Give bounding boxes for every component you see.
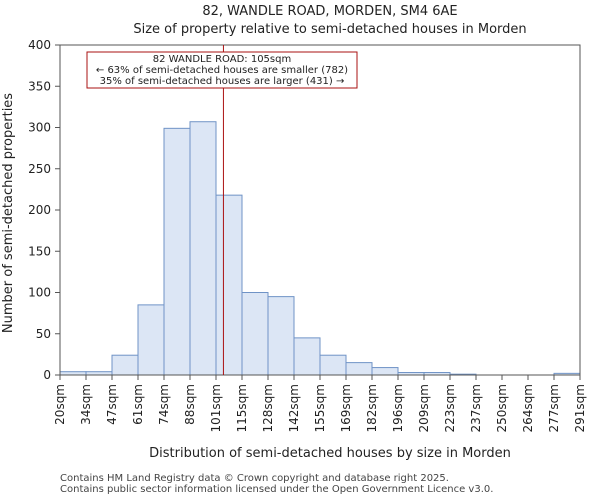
x-tick-label: 115sqm bbox=[235, 384, 249, 432]
histogram-bar bbox=[319, 354, 347, 376]
x-tick-label: 277sqm bbox=[547, 384, 561, 432]
x-tick-label: 169sqm bbox=[339, 384, 353, 432]
histogram-bar bbox=[163, 127, 191, 376]
y-tick-label: 100 bbox=[28, 286, 51, 300]
histogram-bar bbox=[137, 304, 165, 376]
x-tick-label: 291sqm bbox=[573, 384, 587, 432]
y-tick-label: 350 bbox=[28, 79, 51, 93]
x-tick-label: 155sqm bbox=[313, 384, 327, 432]
x-tick-label: 20sqm bbox=[53, 384, 67, 425]
histogram-bar bbox=[293, 337, 321, 376]
histogram-bar bbox=[371, 367, 399, 376]
x-tick-label: 196sqm bbox=[391, 384, 405, 432]
annotation-smaller: ← 63% of semi-detached houses are smalle… bbox=[96, 65, 348, 76]
x-tick-label: 34sqm bbox=[79, 384, 93, 425]
chart-title: 82, WANDLE ROAD, MORDEN, SM4 6AE bbox=[202, 4, 457, 19]
y-tick-label: 250 bbox=[28, 162, 51, 176]
x-tick-label: 209sqm bbox=[417, 384, 431, 432]
y-tick-label: 150 bbox=[28, 244, 51, 258]
x-tick-label: 101sqm bbox=[209, 384, 223, 432]
chart-subtitle: Size of property relative to semi-detach… bbox=[133, 22, 526, 37]
x-tick-label: 223sqm bbox=[443, 384, 457, 432]
footer-licence: Contains public sector information licen… bbox=[60, 484, 494, 495]
y-tick-label: 400 bbox=[28, 38, 51, 52]
x-tick-label: 142sqm bbox=[287, 384, 301, 432]
y-tick-label: 50 bbox=[36, 327, 51, 341]
x-tick-label: 237sqm bbox=[469, 384, 483, 432]
y-tick-label: 200 bbox=[28, 203, 51, 217]
marker-annotation-box bbox=[86, 51, 358, 89]
x-tick-label: 182sqm bbox=[365, 384, 379, 432]
x-tick-label: 74sqm bbox=[157, 384, 171, 425]
y-axis-label: Number of semi-detached properties bbox=[1, 93, 16, 333]
x-tick-label: 128sqm bbox=[261, 384, 275, 432]
x-tick-label: 88sqm bbox=[183, 384, 197, 425]
annotation-larger: 35% of semi-detached houses are larger (… bbox=[100, 76, 345, 87]
histogram-bar bbox=[215, 194, 243, 376]
x-tick-label: 61sqm bbox=[131, 384, 145, 425]
annotation-title: 82 WANDLE ROAD: 105sqm bbox=[153, 54, 291, 65]
histogram-bar bbox=[345, 362, 373, 376]
x-axis-label: Distribution of semi-detached houses by … bbox=[149, 446, 511, 461]
histogram-bar bbox=[111, 354, 139, 376]
histogram-bar bbox=[241, 292, 269, 376]
histogram-bar bbox=[267, 296, 295, 376]
x-tick-label: 250sqm bbox=[495, 384, 509, 432]
x-tick-label: 47sqm bbox=[105, 384, 119, 425]
y-tick-label: 0 bbox=[43, 368, 51, 382]
x-tick-label: 264sqm bbox=[521, 384, 535, 432]
footer-copyright: Contains HM Land Registry data © Crown c… bbox=[60, 473, 449, 484]
histogram-bar bbox=[189, 121, 217, 376]
y-tick-label: 300 bbox=[28, 121, 51, 135]
